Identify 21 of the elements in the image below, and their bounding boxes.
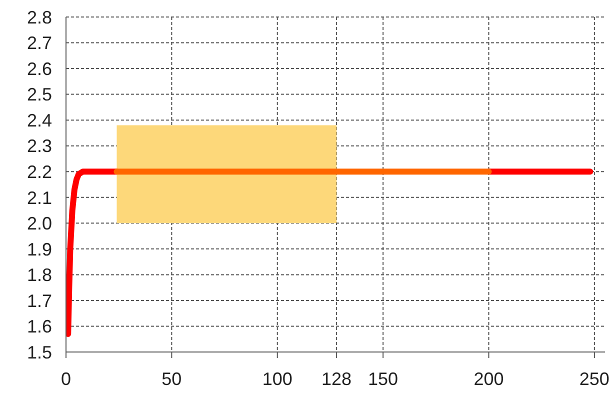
y-tick-label: 1.7: [26, 290, 52, 311]
x-tick-label: 128: [322, 368, 352, 389]
y-tick-label: 2.1: [26, 188, 52, 208]
y-tick-label: 1.6: [26, 316, 52, 337]
y-tick-label: 1.9: [26, 239, 52, 260]
y-tick-label: 1.5: [26, 342, 52, 362]
x-tick-label: 50: [162, 368, 182, 389]
x-tick-label: 250: [579, 368, 610, 389]
y-tick-label: 1.8: [26, 265, 52, 286]
y-tick-label: 2.8: [26, 7, 52, 28]
y-tick-label: 2.7: [26, 33, 52, 54]
y-tick-label: 2.6: [26, 58, 52, 79]
x-tick-label: 100: [262, 368, 292, 389]
y-tick-label: 2.4: [26, 110, 52, 130]
y-tick-label: 2.3: [26, 136, 52, 156]
x-tick-label: 150: [368, 368, 398, 389]
x-tick-label: 0: [60, 368, 72, 389]
y-tick-label: 2.0: [26, 214, 52, 234]
y-tick-label: 2.5: [26, 84, 52, 105]
y-tick-label: 2.2: [26, 162, 52, 182]
x-tick-label: 200: [474, 368, 504, 389]
